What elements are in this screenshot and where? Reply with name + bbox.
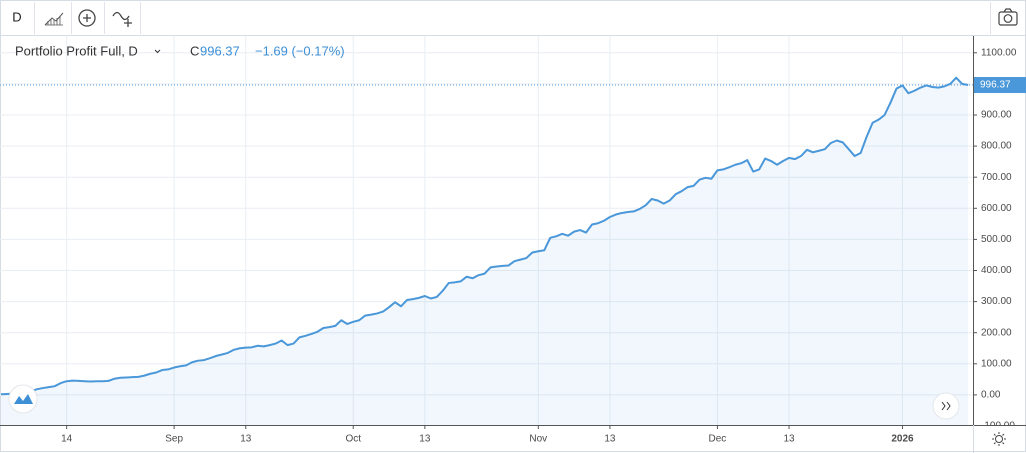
y-tick-label: 600.00: [981, 203, 1012, 214]
x-tick-label: 13: [604, 434, 616, 445]
x-tick-label: 13: [783, 434, 795, 445]
close-value: 996.37: [200, 43, 240, 58]
y-tick-label: 800.00: [981, 141, 1012, 152]
y-tick-label: -100.00: [981, 421, 1015, 432]
area-line: [0, 76, 969, 396]
toolbar: D: [0, 2, 1026, 36]
last-price-label: 996.37: [980, 80, 1011, 91]
legend: Portfolio Profit Full, D C 996.37 −1.69 …: [15, 43, 345, 58]
chart-style-button[interactable]: [44, 12, 64, 26]
compare-button[interactable]: [112, 11, 132, 28]
logo: [8, 384, 38, 414]
scroll-to-latest-button[interactable]: [932, 392, 960, 420]
y-tick-label: 700.00: [981, 172, 1012, 183]
x-tick-label: 2026: [891, 434, 914, 445]
grid: [0, 36, 973, 425]
y-tick-label: 900.00: [981, 110, 1012, 121]
x-tick-label: Dec: [709, 434, 727, 445]
screenshot-button[interactable]: [998, 8, 1018, 26]
y-tick-label: 200.00: [981, 327, 1012, 338]
x-tick-label: Sep: [165, 434, 183, 445]
change-value: −1.69 (−0.17%): [255, 43, 345, 58]
area-fill: [1, 77, 969, 425]
y-tick-label: 500.00: [981, 234, 1012, 245]
x-tick-label: Oct: [345, 434, 361, 445]
x-tick-label: Nov: [529, 434, 547, 445]
x-axis: 14 Sep 13 Oct 13 Nov 13 Dec 13 2026: [61, 425, 914, 445]
title-caret[interactable]: [154, 49, 161, 54]
y-tick-label: 400.00: [981, 265, 1012, 276]
y-tick-label: 1100.00: [981, 47, 1017, 58]
settings-button[interactable]: [992, 432, 1006, 446]
indicators-button[interactable]: [78, 9, 96, 27]
last-price-tag: [974, 77, 1026, 94]
x-tick-label: 14: [61, 434, 73, 445]
close-label: C: [190, 43, 199, 58]
x-tick-label: 13: [240, 434, 252, 445]
interval-button[interactable]: D: [12, 9, 21, 24]
plot: [0, 76, 973, 425]
y-tick-label: 0.00: [981, 390, 1001, 401]
series-title[interactable]: Portfolio Profit Full, D: [15, 43, 138, 58]
y-tick-label: 100.00: [981, 358, 1012, 369]
y-tick-label: 300.00: [981, 296, 1012, 307]
x-tick-label: 13: [419, 434, 431, 445]
